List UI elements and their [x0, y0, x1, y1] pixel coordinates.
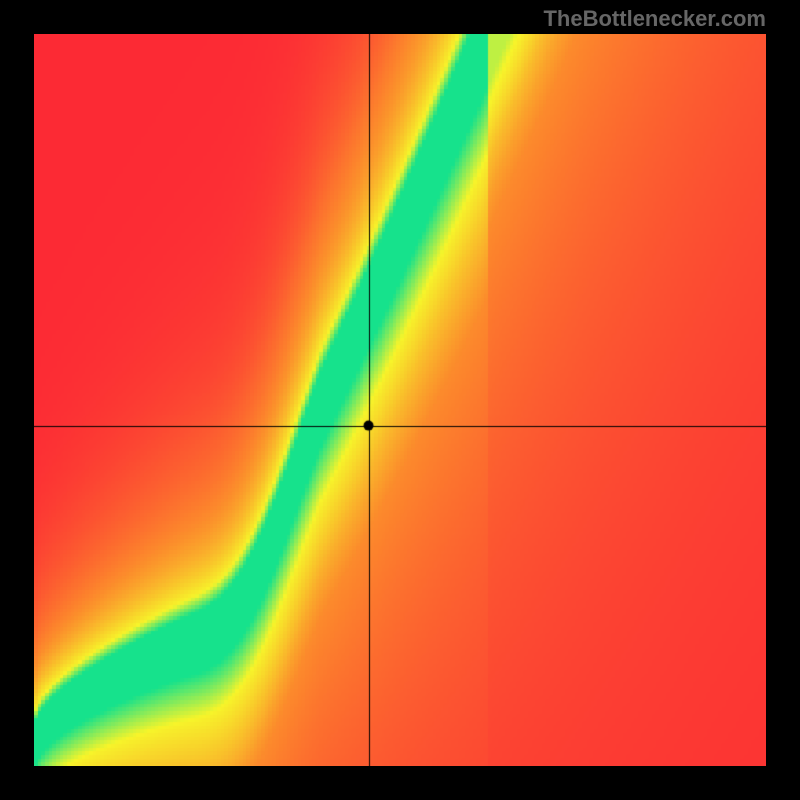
- chart-frame: TheBottlenecker.com: [0, 0, 800, 800]
- watermark-text: TheBottlenecker.com: [543, 6, 766, 32]
- crosshair-canvas: [34, 34, 766, 766]
